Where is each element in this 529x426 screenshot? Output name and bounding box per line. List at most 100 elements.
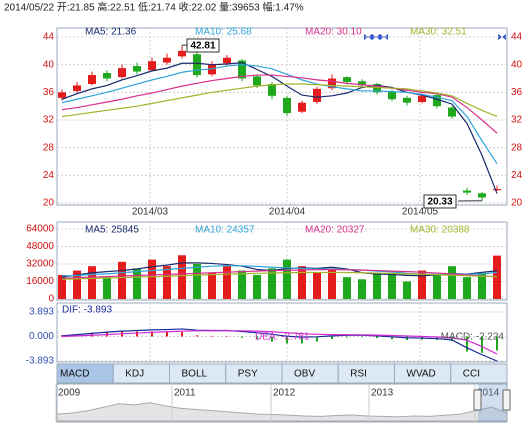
macd-bar: [91, 332, 93, 337]
annotation-box: [186, 38, 220, 53]
candle-body: [193, 54, 201, 76]
ma-line: [61, 64, 498, 165]
volume-bar: [463, 277, 471, 299]
y-tick-label: 16000: [26, 276, 54, 287]
annotation: 42.81: [190, 41, 215, 52]
candle-body: [388, 91, 396, 100]
dif-line: [61, 328, 498, 362]
dea-line: [61, 330, 498, 355]
candle-body: [268, 84, 276, 96]
y-tick-label: 64000: [26, 224, 54, 235]
macd-bar: [451, 336, 453, 341]
volume-bar: [238, 270, 246, 299]
year-label: 2014: [477, 388, 500, 399]
year-label: 2013: [371, 388, 394, 399]
tab-label[interactable]: CCI: [463, 369, 480, 380]
candle-body: [313, 88, 321, 103]
y-tick-label-right: 28: [511, 142, 523, 153]
volume-bar: [178, 255, 186, 299]
candle-body: [88, 75, 96, 85]
tab-label[interactable]: OBV: [294, 369, 315, 380]
dea-label: DEA: -2.781: [255, 332, 310, 343]
y-tick-label: 0: [48, 294, 54, 305]
macd-bar: [376, 336, 378, 339]
y-tick-label-right: 32: [511, 115, 523, 126]
macd-bar: [391, 336, 393, 340]
y-tick-label: 32000: [26, 259, 54, 270]
y-tick-label: -3.893: [26, 356, 55, 367]
volume-bar: [103, 277, 111, 299]
ma-label: MA5: 21.36: [85, 27, 137, 38]
year-label: 2009: [58, 388, 81, 399]
tab-label[interactable]: RSI: [350, 369, 367, 380]
volume-bar: [253, 274, 261, 299]
volume-ma-line: [61, 271, 498, 280]
candle-body: [478, 193, 486, 198]
range-handle[interactable]: [473, 389, 482, 411]
x-tick-label: 2014/03: [132, 207, 169, 218]
tab-label[interactable]: PSY: [238, 369, 258, 380]
volume-bar: [493, 255, 501, 299]
volume-bar: [388, 274, 396, 299]
volume-ma-label: MA10: 24357: [195, 225, 255, 236]
volume-bar: [343, 277, 351, 299]
macd-label: MACD: -2.224: [441, 332, 505, 343]
candle-body: [133, 66, 141, 72]
candle-body: [298, 102, 306, 112]
range-selection[interactable]: [478, 384, 507, 422]
volume-ma-label: MA30: 20388: [410, 225, 470, 236]
volume-ma-label: MA5: 25845: [85, 225, 139, 236]
macd-bar: [271, 336, 273, 342]
volume-bar: [88, 266, 96, 299]
volume-bar: [133, 268, 141, 299]
volume-bar: [268, 268, 276, 299]
volume-bar: [403, 281, 411, 299]
candle-body: [58, 92, 66, 98]
candle-body: [238, 60, 246, 79]
y-tick-label: 36: [43, 87, 55, 98]
volume-bar: [223, 266, 231, 299]
y-tick-label: 48000: [26, 241, 54, 252]
candle-body: [373, 84, 381, 93]
tab[interactable]: [450, 363, 508, 384]
ma-label: MA20: 30.10: [305, 27, 362, 38]
tab-label[interactable]: KDJ: [125, 369, 144, 380]
macd-bar: [256, 336, 258, 340]
tab-label[interactable]: MACD: [60, 369, 89, 380]
tab-label[interactable]: WVAD: [407, 369, 436, 380]
candle-body: [448, 107, 456, 117]
volume-ma-line: [61, 269, 498, 279]
candle-body: [358, 81, 366, 86]
volume-ma-line: [61, 262, 498, 278]
ma-label: MA10: 25.68: [195, 27, 252, 38]
macd-bar: [181, 332, 183, 337]
volume-bar: [433, 274, 441, 299]
volume-bar: [298, 266, 306, 299]
macd-bar: [196, 335, 198, 337]
macd-bar: [241, 336, 243, 338]
candle-body: [208, 64, 216, 75]
y-tick-label: 3.893: [29, 307, 54, 318]
y-tick-label: 40: [43, 59, 55, 70]
macd-bar: [316, 336, 318, 342]
range-handle[interactable]: [502, 389, 511, 411]
y-tick-label: 20: [43, 198, 55, 209]
volume-panel: [56, 221, 508, 301]
candle-body: [493, 189, 501, 191]
ma-line: [61, 83, 498, 118]
candle-body: [343, 77, 351, 82]
volume-bar: [418, 270, 426, 299]
volume-bar: [73, 270, 81, 299]
volume-bar: [163, 266, 171, 299]
annotation: 20.33: [427, 197, 452, 208]
header: 2014/05/22 开:21.85 高:22.51 低:21.74 收:22.…: [4, 1, 304, 14]
y-tick-label-right: 24: [511, 170, 523, 181]
year-label: 2011: [174, 388, 196, 399]
tab-label[interactable]: BOLL: [182, 369, 208, 380]
macd-bar: [166, 332, 168, 337]
y-tick-label: 44: [43, 32, 55, 43]
dif-label: DIF: -3.893: [62, 305, 112, 316]
x-tick-label: 2014/05: [402, 207, 439, 218]
ma-label: MA30: 32.51: [410, 27, 467, 38]
